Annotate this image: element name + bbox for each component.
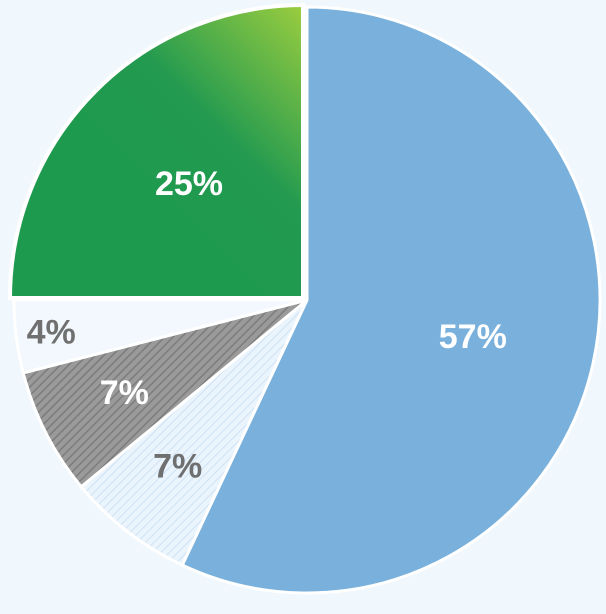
pie-slice-label: 7% — [100, 374, 149, 412]
pie-slice — [12, 298, 308, 375]
pie-slice-label: 57% — [439, 318, 507, 356]
pie-slice-label: 25% — [155, 165, 223, 203]
pie-slice — [7, 2, 305, 300]
pie-slice-label: 4% — [27, 313, 76, 351]
pie-slice — [180, 5, 602, 595]
pie-slices — [7, 2, 602, 595]
pie-slice-label: 7% — [153, 448, 202, 486]
pie-slice — [79, 298, 309, 568]
pie-slice — [21, 298, 308, 489]
pie-labels: 57% 7%7% 4% 25% — [27, 165, 507, 486]
